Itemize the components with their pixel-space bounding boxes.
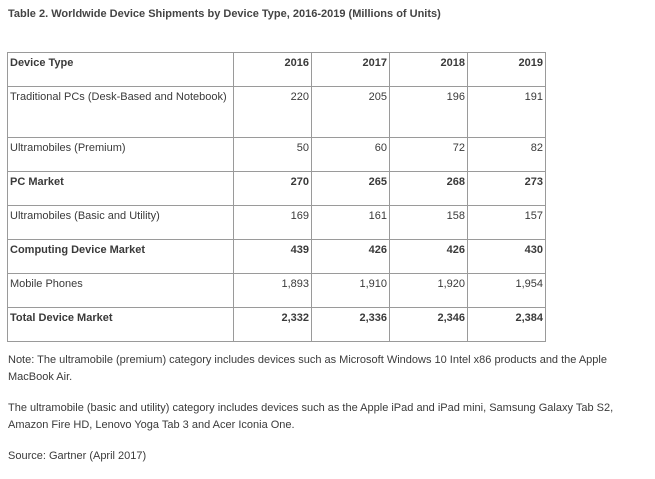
cell-2018: 196 — [389, 86, 468, 138]
cell-2018: 426 — [389, 239, 468, 274]
cell-2018: 158 — [389, 205, 468, 240]
cell-2017: 1,910 — [311, 273, 390, 308]
cell-2016: 169 — [233, 205, 312, 240]
cell-2017: 205 — [311, 86, 390, 138]
cell-2017: 426 — [311, 239, 390, 274]
cell-2019: 273 — [467, 171, 546, 206]
table-header-row: Device Type 2016 2017 2018 2019 — [7, 52, 546, 87]
header-2018: 2018 — [389, 52, 468, 87]
row-label: Ultramobiles (Basic and Utility) — [7, 205, 234, 240]
table-title: Table 2. Worldwide Device Shipments by D… — [8, 8, 441, 20]
cell-2019: 191 — [467, 86, 546, 138]
cell-2018: 1,920 — [389, 273, 468, 308]
header-2016: 2016 — [233, 52, 312, 87]
table-row: PC Market 270 265 268 273 — [7, 171, 546, 206]
row-label: Total Device Market — [7, 307, 234, 342]
cell-2016: 2,332 — [233, 307, 312, 342]
cell-2017: 2,336 — [311, 307, 390, 342]
cell-2019: 157 — [467, 205, 546, 240]
row-label: PC Market — [7, 171, 234, 206]
table-row: Total Device Market 2,332 2,336 2,346 2,… — [7, 307, 546, 342]
header-2017: 2017 — [311, 52, 390, 87]
cell-2016: 270 — [233, 171, 312, 206]
table-row: Traditional PCs (Desk-Based and Notebook… — [7, 86, 546, 138]
cell-2019: 82 — [467, 137, 546, 172]
cell-2016: 220 — [233, 86, 312, 138]
note-premium: Note: The ultramobile (premium) category… — [8, 354, 607, 383]
device-shipments-table: Device Type 2016 2017 2018 2019 Traditio… — [7, 52, 546, 342]
row-label: Computing Device Market — [7, 239, 234, 274]
cell-2019: 2,384 — [467, 307, 546, 342]
cell-2016: 1,893 — [233, 273, 312, 308]
row-label: Ultramobiles (Premium) — [7, 137, 234, 172]
cell-2018: 268 — [389, 171, 468, 206]
table-row: Ultramobiles (Premium) 50 60 72 82 — [7, 137, 546, 172]
cell-2017: 161 — [311, 205, 390, 240]
cell-2017: 265 — [311, 171, 390, 206]
note-basic-utility: The ultramobile (basic and utility) cate… — [8, 402, 614, 431]
header-2019: 2019 — [467, 52, 546, 87]
cell-2016: 439 — [233, 239, 312, 274]
source-note: Source: Gartner (April 2017) — [8, 450, 147, 462]
notes-section: Note: The ultramobile (premium) category… — [8, 352, 648, 479]
row-label: Traditional PCs (Desk-Based and Notebook… — [7, 86, 234, 138]
table-row: Computing Device Market 439 426 426 430 — [7, 239, 546, 274]
cell-2018: 2,346 — [389, 307, 468, 342]
cell-2018: 72 — [389, 137, 468, 172]
cell-2019: 1,954 — [467, 273, 546, 308]
table-row: Mobile Phones 1,893 1,910 1,920 1,954 — [7, 273, 546, 308]
table-row: Ultramobiles (Basic and Utility) 169 161… — [7, 205, 546, 240]
cell-2016: 50 — [233, 137, 312, 172]
cell-2017: 60 — [311, 137, 390, 172]
cell-2019: 430 — [467, 239, 546, 274]
header-device-type: Device Type — [7, 52, 234, 87]
row-label: Mobile Phones — [7, 273, 234, 308]
